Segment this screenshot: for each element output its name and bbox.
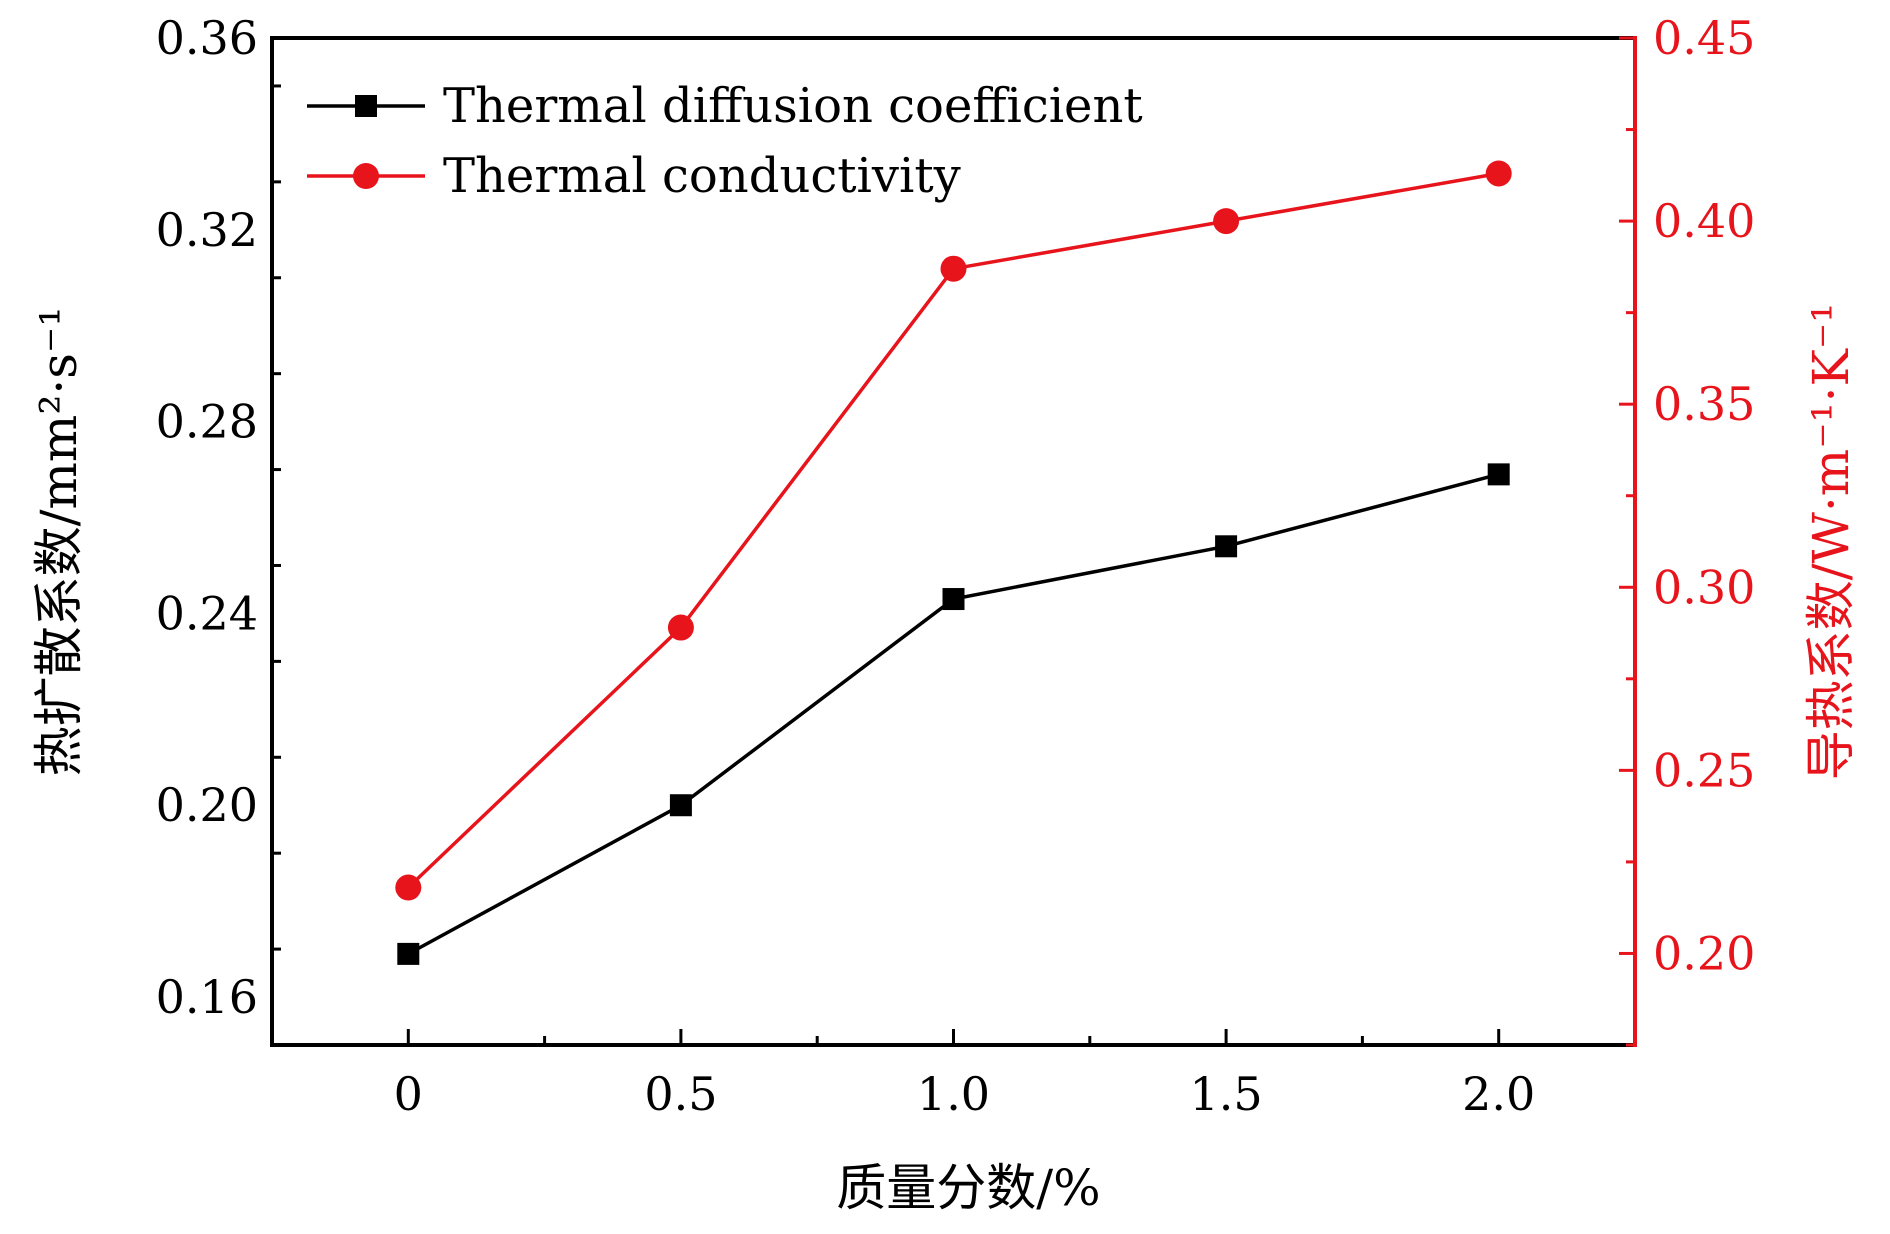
x-axis-title: 质量分数/% <box>836 1159 1100 1217</box>
y-left-tick-label: 0.36 <box>156 11 258 65</box>
legend-label: Thermal conductivity <box>443 148 961 204</box>
y-left-tick-label: 0.16 <box>156 970 258 1024</box>
axes-layer: 0 0.5 1.0 1.5 2.0 0.16 0.20 0.24 0.28 0.32 0.36 0.2… <box>156 11 1756 1121</box>
square-marker <box>397 942 420 965</box>
square-marker <box>669 794 692 817</box>
y-right-axis-title: 导热系数/W·m⁻¹·K⁻¹ <box>1802 303 1860 781</box>
y-right-tick-label: 0.40 <box>1653 194 1755 248</box>
series-line-thermal-diffusion <box>407 472 1500 956</box>
circle-marker <box>940 255 967 282</box>
legend-circle-marker <box>353 163 379 189</box>
y-right-tick-label: 0.25 <box>1653 743 1755 797</box>
x-tick-label: 1.0 <box>917 1067 990 1121</box>
x-tick-label: 1.5 <box>1190 1067 1263 1121</box>
circle-marker <box>667 614 694 641</box>
square-marker <box>942 588 965 611</box>
legend-square-marker <box>355 95 377 117</box>
y-left-tick-label: 0.32 <box>156 203 258 257</box>
y-right-tick-label: 0.45 <box>1653 11 1755 65</box>
circle-marker <box>1485 160 1512 187</box>
x-tick-label: 0.5 <box>644 1067 717 1121</box>
x-tick-label: 2.0 <box>1462 1067 1535 1121</box>
y-right-tick-label: 0.30 <box>1653 560 1755 614</box>
square-marker <box>1215 535 1238 558</box>
y-right-tick-label: 0.35 <box>1653 377 1755 431</box>
circle-marker <box>1213 208 1240 235</box>
y-left-tick-label: 0.20 <box>156 778 258 832</box>
y-left-axis-title: 热扩散系数/mm²·s⁻¹ <box>30 307 88 777</box>
legend: Thermal diffusion coefficient Thermal con… <box>307 78 1143 204</box>
y-left-tick-label: 0.28 <box>156 395 258 449</box>
axis-labels: 质量分数/% 热扩散系数/mm²·s⁻¹ 导热系数/W·m⁻¹·K⁻¹ <box>30 303 1860 1217</box>
square-marker <box>1487 463 1510 486</box>
series-layer <box>395 160 1512 965</box>
legend-label: Thermal diffusion coefficient <box>443 78 1143 134</box>
circle-marker <box>395 874 422 901</box>
y-right-tick-label: 0.20 <box>1653 926 1755 980</box>
y-left-tick-label: 0.24 <box>156 586 258 640</box>
x-tick-label: 0 <box>394 1067 423 1121</box>
